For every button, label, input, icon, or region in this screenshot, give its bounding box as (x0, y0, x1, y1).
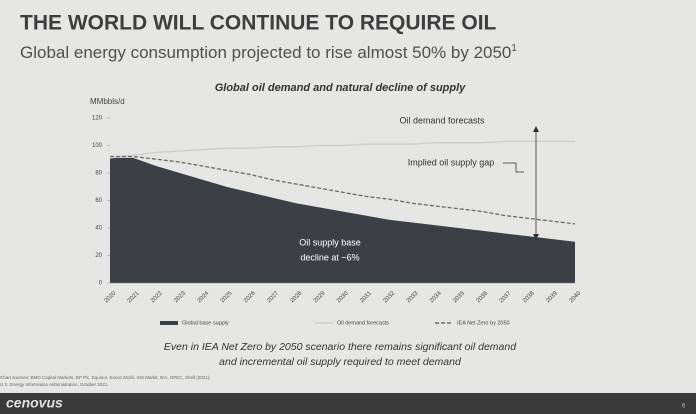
y-tick-label: 20 (95, 253, 102, 259)
x-tick-label: 2029 (313, 290, 327, 304)
legend-swatch (160, 321, 178, 325)
x-tick-label: 2020 (104, 290, 118, 304)
y-tick-label: 100 (92, 143, 103, 149)
annotation: Oil supply base (299, 237, 361, 247)
demand-line (109, 140, 575, 159)
x-tick-label: 2035 (452, 290, 466, 304)
x-tick-label: 2021 (127, 290, 141, 304)
arrow-head (533, 126, 539, 132)
x-tick-label: 2023 (173, 290, 187, 304)
x-tick-label: 2028 (290, 290, 304, 304)
annotation: Implied oil supply gap (408, 157, 495, 167)
annotation: decline at ~6% (300, 252, 359, 262)
x-tick-label: 2025 (220, 290, 234, 304)
x-tick-label: 2030 (336, 290, 350, 304)
x-tick-label: 2022 (150, 290, 164, 304)
x-tick-label: 2034 (429, 290, 443, 304)
slide-subtitle: Global energy consumption projected to r… (20, 43, 517, 63)
y-tick-label: 80 (95, 171, 102, 177)
footer-bar (0, 393, 696, 414)
subtitle-note: 1 (511, 43, 517, 54)
takeaway: Even in IEA Net Zero by 2050 scenario th… (164, 341, 517, 353)
y-tick-label: 40 (95, 226, 102, 232)
arrow-head (533, 234, 539, 240)
source-note: U.S. Energy Information Administration, … (0, 382, 109, 387)
x-tick-label: 2024 (197, 290, 211, 304)
x-tick-label: 2033 (406, 290, 420, 304)
slide-title: THE WORLD WILL CONTINUE TO REQUIRE OIL (20, 12, 497, 35)
gap-connector (503, 162, 524, 173)
x-tick-label: 2032 (383, 290, 397, 304)
x-tick-label: 2027 (266, 290, 280, 304)
supply-area (110, 157, 575, 283)
subtitle-text: Global energy consumption projected to r… (20, 43, 511, 62)
x-tick-label: 2036 (476, 290, 490, 304)
y-tick-label: 120 (92, 116, 103, 122)
source-note: Chart sources: BMO Capital Markets, BP P… (0, 375, 211, 380)
x-tick-label: 2038 (522, 290, 536, 304)
takeaway: and incremental oil supply required to m… (219, 356, 462, 368)
x-tick-label: 2026 (243, 290, 257, 304)
y-axis-label: MMbbls/d (90, 97, 125, 106)
chart-title: Global oil demand and natural decline of… (215, 82, 466, 94)
y-tick-label: 0 (99, 281, 103, 287)
x-tick-label: 2039 (545, 290, 559, 304)
page-number: 6 (682, 404, 686, 410)
x-tick-label: 2031 (359, 290, 373, 304)
legend-label: Oil demand forecasts (337, 320, 389, 326)
legend-label: Global base supply (182, 320, 229, 326)
x-tick-label: 2040 (569, 290, 583, 304)
annotation: Oil demand forecasts (399, 115, 485, 125)
logo: cenovus (6, 395, 63, 411)
y-tick-label: 60 (95, 198, 102, 204)
x-tick-label: 2037 (499, 290, 513, 304)
legend-label: IEA Net Zero by 2050 (457, 320, 510, 326)
dashed-line (110, 155, 576, 225)
